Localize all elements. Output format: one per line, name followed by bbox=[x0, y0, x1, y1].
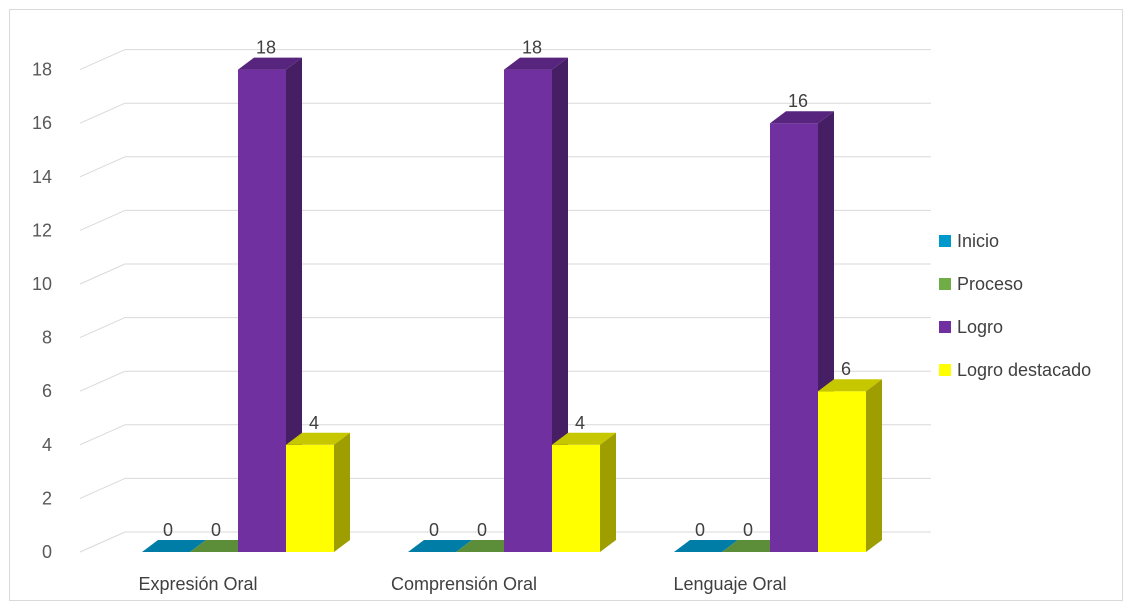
bar bbox=[238, 57, 302, 552]
data-label: 18 bbox=[522, 38, 542, 58]
bar bbox=[818, 379, 882, 552]
bar-top bbox=[286, 432, 350, 445]
bar-front bbox=[286, 444, 334, 552]
legend-swatch bbox=[939, 364, 951, 376]
chart-frame: 0 2 4 6 8 10 12 14 16 18 0 0 18 4 0 0 18 4 0 0 16 6 Expresió… bbox=[9, 9, 1123, 601]
data-label: 0 bbox=[743, 520, 753, 540]
y-tick-label: 10 bbox=[32, 274, 52, 294]
bar bbox=[674, 540, 738, 552]
gridline-diag bbox=[79, 370, 126, 392]
legend-label: Logro destacado bbox=[957, 360, 1091, 380]
y-tick-label: 6 bbox=[42, 381, 52, 401]
data-label: 0 bbox=[429, 520, 439, 540]
bar-top bbox=[770, 111, 834, 124]
y-tick-label: 14 bbox=[32, 167, 52, 187]
bar-side bbox=[600, 432, 616, 552]
gridline-diag bbox=[79, 317, 126, 339]
data-label: 4 bbox=[309, 413, 319, 433]
legend-label: Logro bbox=[957, 317, 1003, 337]
y-axis-ticks: 0 2 4 6 8 10 12 14 16 18 bbox=[32, 60, 52, 562]
bar-top bbox=[408, 540, 472, 552]
y-tick-label: 18 bbox=[32, 60, 52, 80]
gridline-diag bbox=[79, 102, 126, 124]
gridline-diag bbox=[79, 209, 126, 231]
data-label: 0 bbox=[477, 520, 487, 540]
data-label: 0 bbox=[163, 520, 173, 540]
bar-top bbox=[552, 432, 616, 445]
y-tick-label: 8 bbox=[42, 328, 52, 348]
bar bbox=[504, 57, 568, 552]
y-tick-label: 4 bbox=[42, 435, 52, 455]
legend-swatch bbox=[939, 278, 951, 290]
data-label: 16 bbox=[788, 91, 808, 111]
data-label: 0 bbox=[695, 520, 705, 540]
bar-front bbox=[552, 444, 600, 552]
legend-swatch bbox=[939, 235, 951, 247]
bar-top bbox=[142, 540, 206, 552]
x-axis-categories: Expresión Oral Comprensión Oral Lenguaje O… bbox=[138, 574, 786, 594]
bar bbox=[408, 540, 472, 552]
bar-chart: 0 2 4 6 8 10 12 14 16 18 0 0 18 4 0 0 18 4 0 0 16 6 Expresió… bbox=[32, 38, 1091, 594]
gridline-diag bbox=[79, 477, 126, 499]
y-tick-label: 0 bbox=[42, 542, 52, 562]
bar-front bbox=[770, 123, 818, 552]
bar-front bbox=[238, 69, 286, 552]
bar-side bbox=[552, 57, 568, 552]
x-category-label: Expresión Oral bbox=[138, 574, 257, 594]
data-labels: 0 0 18 4 0 0 18 4 0 0 16 6 bbox=[163, 38, 851, 540]
bar-top bbox=[504, 57, 568, 70]
bar-front bbox=[504, 69, 552, 552]
bar bbox=[142, 540, 206, 552]
bar-top bbox=[818, 379, 882, 392]
y-tick-label: 2 bbox=[42, 488, 52, 508]
y-tick-label: 12 bbox=[32, 220, 52, 240]
data-label: 4 bbox=[575, 413, 585, 433]
data-label: 0 bbox=[211, 520, 221, 540]
bar-top bbox=[238, 57, 302, 70]
bar bbox=[552, 432, 616, 552]
y-tick-label: 16 bbox=[32, 113, 52, 133]
legend-swatch bbox=[939, 321, 951, 333]
gridline-diag bbox=[79, 49, 126, 71]
bars bbox=[142, 57, 882, 552]
x-category-label: Lenguaje Oral bbox=[673, 574, 786, 594]
data-label: 18 bbox=[256, 38, 276, 58]
gridline-diag bbox=[79, 531, 126, 553]
bar-front bbox=[818, 391, 866, 552]
bar-side bbox=[286, 57, 302, 552]
gridline-diag bbox=[79, 263, 126, 285]
legend-item: Logro bbox=[939, 317, 1003, 337]
gridline-diag bbox=[79, 424, 126, 446]
legend-item: Proceso bbox=[939, 274, 1023, 294]
bar-side bbox=[866, 379, 882, 552]
data-label: 6 bbox=[841, 359, 851, 379]
bar-side bbox=[334, 432, 350, 552]
legend-label: Proceso bbox=[957, 274, 1023, 294]
legend-item: Logro destacado bbox=[939, 360, 1091, 380]
bar bbox=[286, 432, 350, 552]
legend-item: Inicio bbox=[939, 231, 999, 251]
x-category-label: Comprensión Oral bbox=[391, 574, 537, 594]
legend: Inicio Proceso Logro Logro destacado bbox=[939, 231, 1091, 380]
legend-label: Inicio bbox=[957, 231, 999, 251]
bar-top bbox=[674, 540, 738, 552]
gridline-diag bbox=[79, 156, 126, 178]
